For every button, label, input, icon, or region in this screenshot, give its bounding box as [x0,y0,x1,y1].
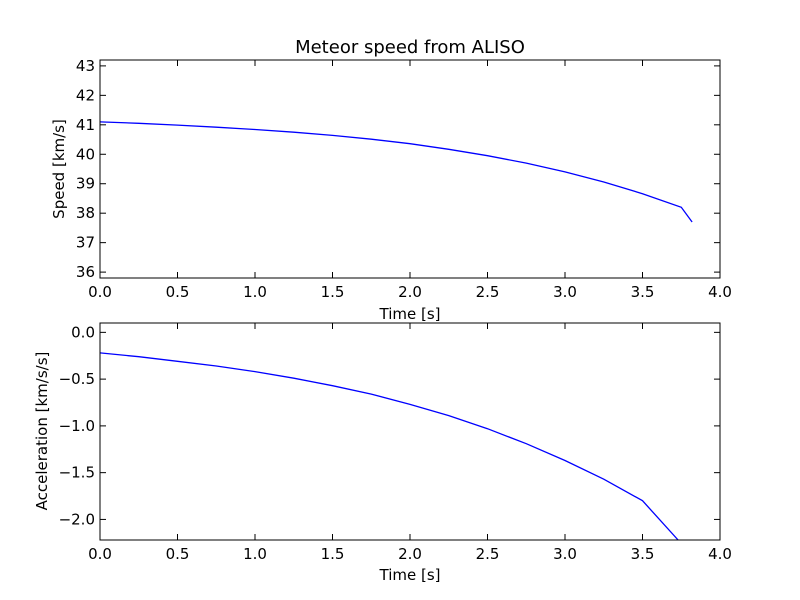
speed-y-tick-label: 43 [76,57,95,75]
speed-x-tick-label: 2.5 [476,283,500,301]
speed-x-tick-label: 3.5 [631,283,655,301]
acceleration-y-ticks: 0.0 −0.5 −1.0 −1.5 −2.0 [59,323,720,528]
speed-y-axis-label: Speed [km/s] [50,119,68,219]
speed-y-tick-label: 39 [76,175,95,193]
speed-x-tick-label: 0.0 [88,283,112,301]
acceleration-y-tick-label: −1.5 [59,464,95,482]
acceleration-x-tick-label: 3.5 [631,545,655,563]
acceleration-y-tick-label: −2.0 [59,510,95,528]
acceleration-x-tick-label: 2.5 [476,545,500,563]
acceleration-line [100,352,679,540]
acceleration-x-tick-label: 0.5 [166,545,190,563]
speed-y-tick-label: 37 [76,234,95,252]
speed-chart-title: Meteor speed from ALISO [295,37,525,58]
acceleration-y-tick-label: −1.0 [59,417,95,435]
acceleration-x-tick-label: 1.5 [321,545,345,563]
acceleration-x-axis-label: Time [s] [379,566,441,584]
speed-y-tick-label: 42 [76,86,95,104]
acceleration-y-tick-label: 0.0 [71,323,95,341]
speed-y-ticks: 36 37 38 39 40 41 42 43 [76,57,720,281]
acceleration-x-tick-label: 1.0 [243,545,267,563]
speed-chart: Meteor speed from ALISO 0.0 0.5 1.0 1.5 2.0 2… [50,37,732,323]
acceleration-x-tick-label: 4.0 [708,545,732,563]
speed-x-tick-label: 4.0 [708,283,732,301]
acceleration-chart: 0.0 0.5 1.0 1.5 2.0 2.5 3.0 3.5 4.0 0.0 −0.5 −1.0 −… [33,322,732,584]
speed-x-axis-label: Time [s] [379,305,441,323]
speed-x-tick-label: 0.5 [166,283,190,301]
acceleration-x-tick-label: 2.0 [398,545,422,563]
speed-y-tick-label: 36 [76,263,95,281]
acceleration-x-ticks: 0.0 0.5 1.0 1.5 2.0 2.5 3.0 3.5 4.0 [88,323,732,563]
speed-x-tick-label: 1.5 [321,283,345,301]
speed-y-tick-label: 40 [76,145,95,163]
acceleration-x-tick-label: 3.0 [553,545,577,563]
acceleration-x-tick-label: 0.0 [88,545,112,563]
speed-x-tick-label: 1.0 [243,283,267,301]
acceleration-y-tick-label: −0.5 [59,370,95,388]
speed-line [100,121,693,223]
speed-x-tick-label: 2.0 [398,283,422,301]
acceleration-y-axis-label: Acceleration [km/s/s] [33,352,51,511]
speed-x-ticks: 0.0 0.5 1.0 1.5 2.0 2.5 3.0 3.5 4.0 [88,60,732,301]
speed-x-tick-label: 3.0 [553,283,577,301]
speed-y-tick-label: 38 [76,204,95,222]
speed-y-tick-label: 41 [76,116,95,134]
